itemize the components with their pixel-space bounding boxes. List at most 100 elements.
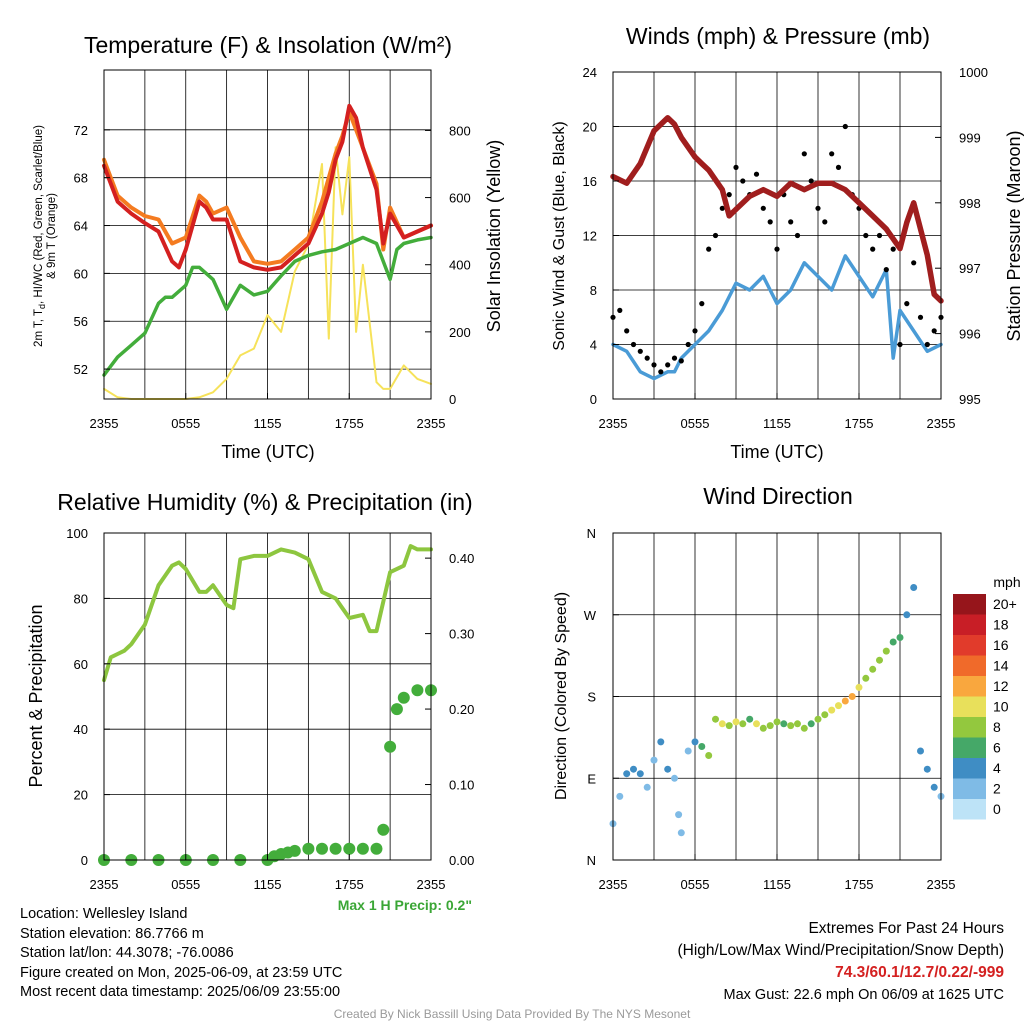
series-point [780,720,788,728]
station-latlon: Station lat/lon: 44.3078; -76.0086 [20,945,234,961]
temp-left-label-sub: d [37,304,47,309]
series-point [841,697,849,705]
series-point [917,314,924,320]
series-point [699,301,705,307]
winds-right-axis-label: Station Pressure (Maroon) [1004,130,1024,341]
series-point [897,341,903,348]
series-point [896,634,904,641]
series-point [774,246,780,252]
legend-label: 14 [993,658,1009,674]
direction-chart-title: Wind Direction [703,483,853,509]
series-point [288,844,301,857]
series-point [855,683,863,691]
series-point [882,647,890,655]
series-point [617,307,623,313]
y-tick-label-right: 800 [449,123,471,138]
wind-direction-panel: Wind Direction 2355 0555 1155 1755 2355NESWN… [553,483,1021,892]
y-tick-label-right: 997 [959,261,981,276]
legend-swatch [953,778,986,799]
series-point [903,611,911,619]
series-point [801,151,807,157]
series-point [923,765,931,773]
extremes-title: Extremes For Past 24 Hours [808,920,1004,937]
station-location: Location: Wellesley Island [20,906,188,922]
x-tick-label: 2355 [927,416,956,431]
legend-swatch [953,594,986,615]
y-tick-label-left: 16 [583,174,597,189]
series-point [677,829,685,837]
svg-text:2m T, Td, HI/WC (Red, Green, S: 2m T, Td, HI/WC (Red, Green, Scarlet/Blu… [33,125,47,347]
x-tick-label: 1755 [335,416,364,431]
series-point [822,219,828,225]
y-tick-label-right: 0.20 [449,702,474,717]
series-point [665,362,671,368]
series-point [623,770,631,778]
series-point [753,171,760,177]
legend-label: 0 [993,801,1001,817]
y-tick-label-right: 995 [959,392,981,407]
series-point [883,267,889,273]
series-point [678,358,684,364]
series-point [712,232,719,239]
winds-chart-title: Winds (mph) & Pressure (mb) [626,23,930,49]
x-tick-label: 0555 [171,416,200,431]
temp-left-label-line2: & 9m T (Orange) [46,193,58,279]
temp-left-label-part2: , HI/WC (Red, Green, Scarlet/Blue) [33,125,45,304]
y-tick-label-left: 68 [74,171,88,186]
legend-swatch [953,758,986,779]
y-tick-label-left: 80 [74,591,88,606]
y-tick-label-right: 998 [959,196,981,211]
humidity-chart-title: Relative Humidity (%) & Precipitation (i… [57,489,472,515]
y-tick-label-left: 72 [74,123,88,138]
y-tick-label-right: 1000 [959,65,988,80]
y-tick-label-left: 60 [74,266,88,281]
series-point [931,328,937,334]
series-point [384,740,397,753]
series-point [370,842,383,855]
footer-credit: Created By Nick Bassill Using Data Provi… [333,1007,691,1021]
series-point [815,205,821,211]
y-tick-label-left: 20 [583,120,597,135]
series-point [740,178,746,184]
y-tick-label-right: 400 [449,258,471,273]
series-point [650,756,658,764]
series-point [910,584,918,591]
series-point [759,724,767,732]
y-tick-label-right: 996 [959,327,981,342]
series-point [904,301,910,307]
series-point [732,718,740,726]
series-point [664,765,672,773]
x-tick-label: 0555 [171,877,200,892]
max-gust: Max Gust: 22.6 mph On 06/09 at 1625 UTC [723,987,1004,1003]
series-point [889,638,897,646]
x-tick-label: 2355 [927,877,956,892]
series-point [397,691,410,704]
series-point [329,842,342,855]
series-point [725,722,733,730]
winds-left-axis-label: Sonic Wind & Gust (Blue, Black) [551,121,568,350]
legend-swatch [953,717,986,738]
recent-timestamp: Most recent data timestamp: 2025/06/09 2… [20,984,341,1000]
legend-swatch [953,737,986,758]
series-point [848,693,856,700]
y-tick-label-left: 8 [590,283,597,298]
legend-swatch [953,799,986,820]
y-tick-label-left: 20 [74,788,88,803]
series-point [773,718,781,726]
direction-tick-label: N [587,853,596,868]
x-tick-label: 1155 [763,877,791,892]
series-point [343,842,356,855]
series-point [675,811,683,819]
series-point [911,260,917,266]
series-point [658,369,664,375]
series-point [870,246,876,252]
legend-label: 20+ [993,596,1017,612]
legend-label: 12 [993,678,1009,694]
series-point [691,738,699,746]
y-tick-label-left: 0 [81,853,88,868]
series-point [767,219,773,225]
y-tick-label-left: 64 [74,219,88,234]
direction-left-axis-label: Direction (Colored By Speed) [553,592,570,800]
winds-x-axis-label: Time (UTC) [730,442,823,462]
